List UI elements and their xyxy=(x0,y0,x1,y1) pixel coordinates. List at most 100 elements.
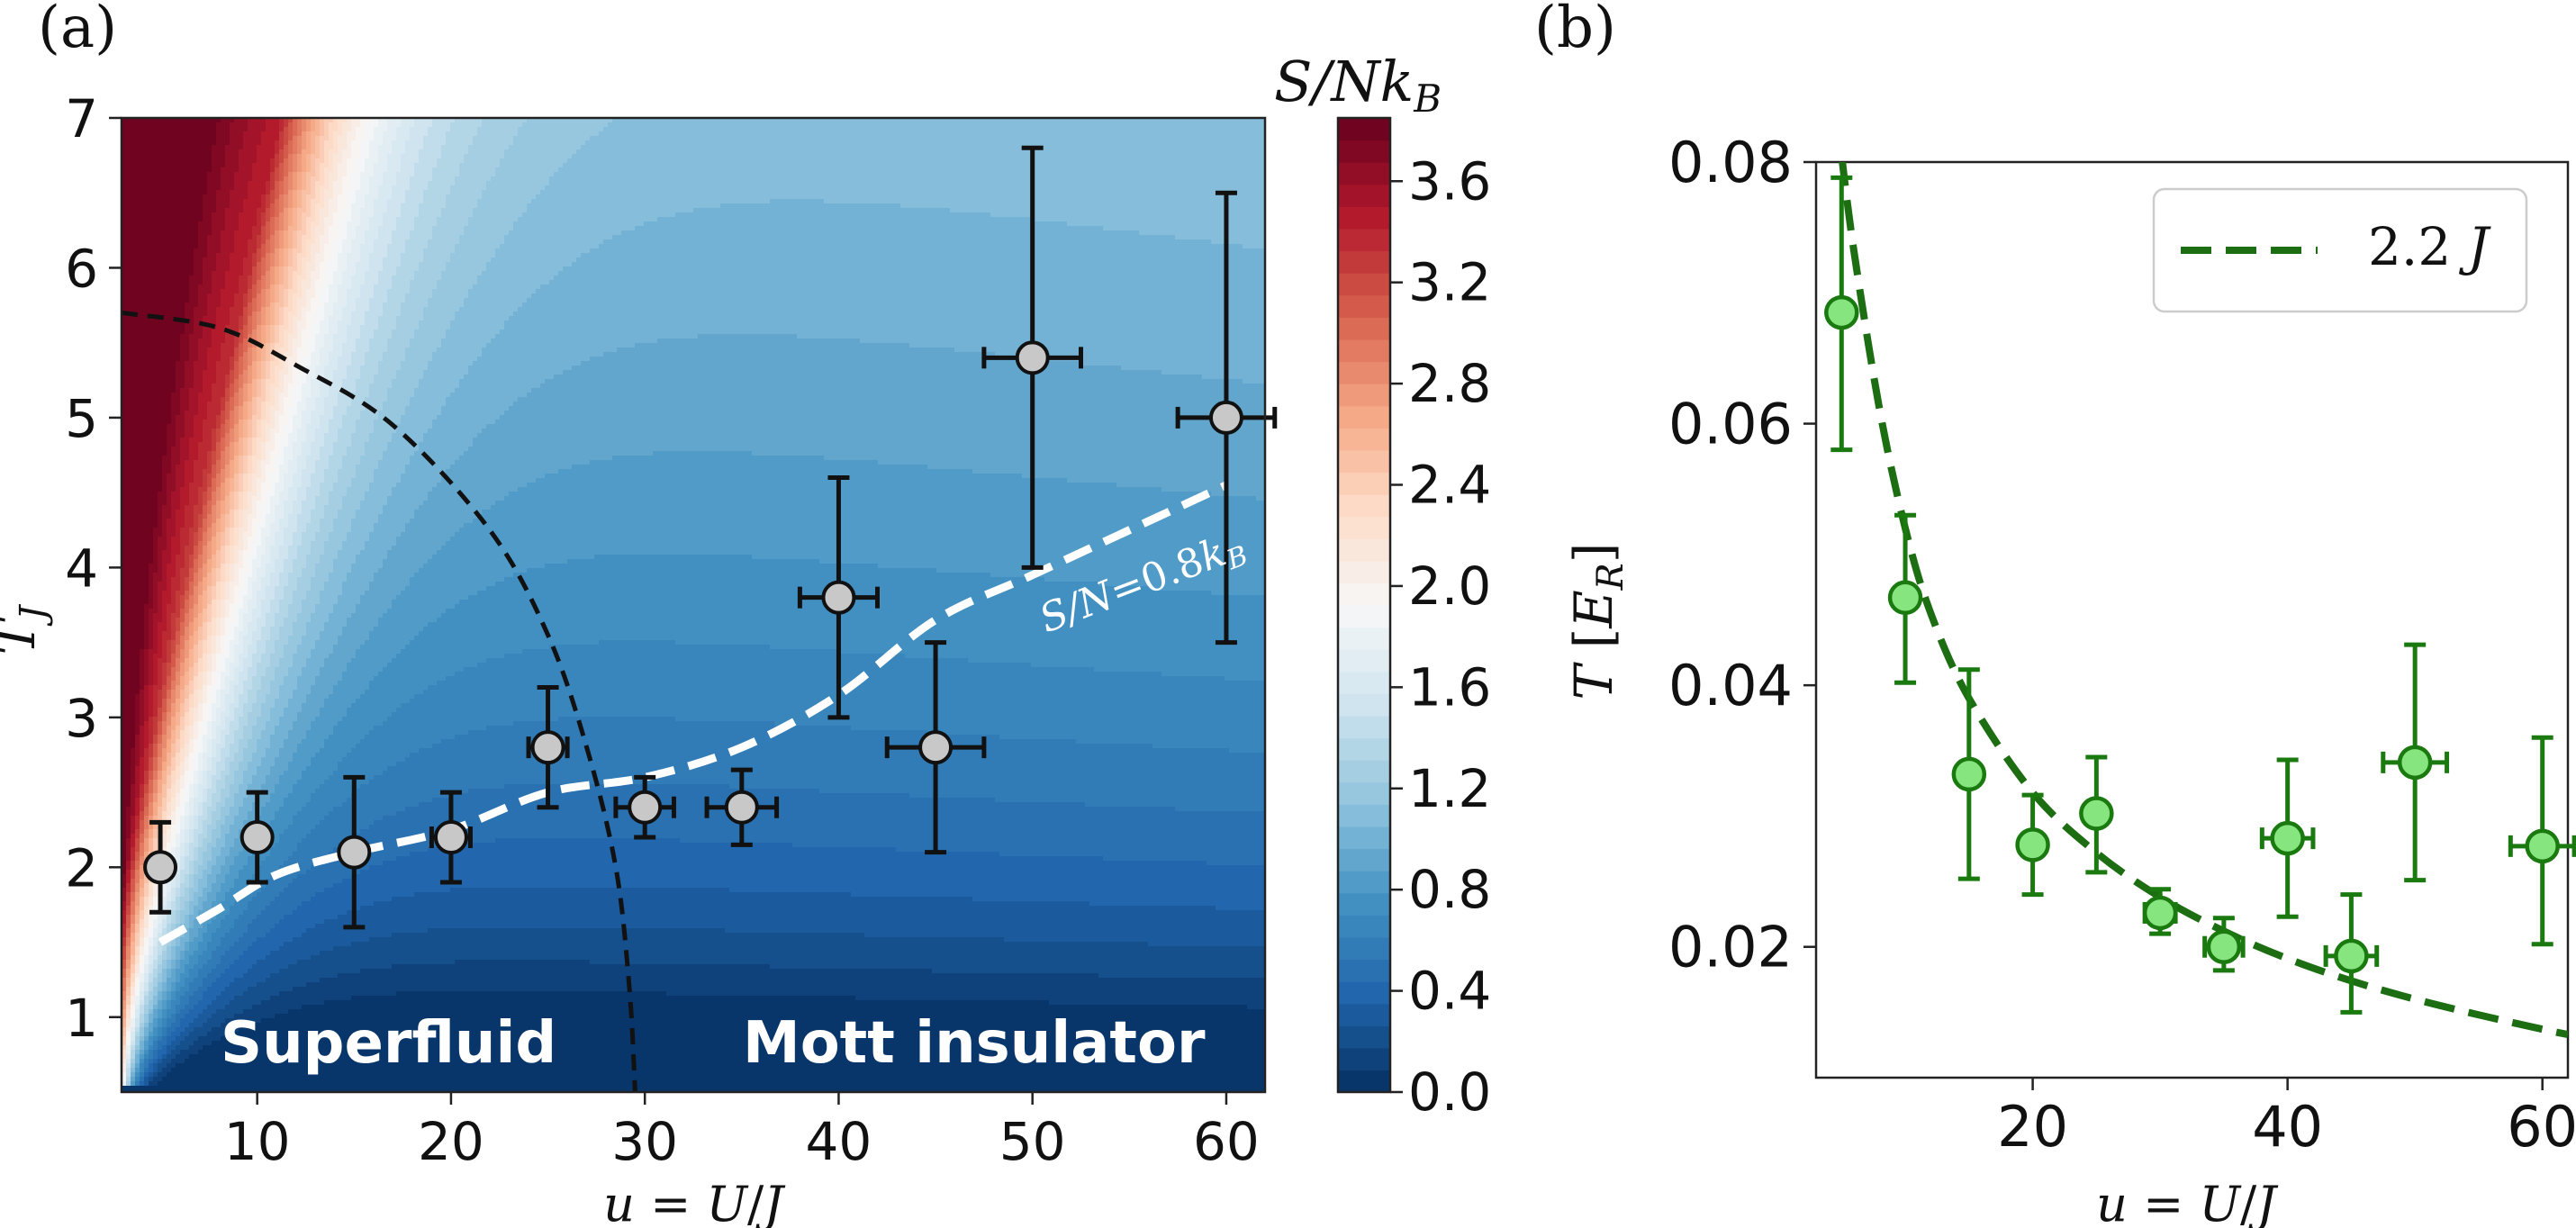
contour-cell xyxy=(356,654,397,659)
contour-cell xyxy=(549,280,1265,285)
contour-cell xyxy=(275,559,285,564)
contour-cell xyxy=(158,690,163,695)
contour-cell xyxy=(171,766,176,772)
contour-cell xyxy=(351,478,375,483)
contour-cell xyxy=(401,474,442,479)
contour-cell xyxy=(162,766,167,772)
contour-cell xyxy=(432,555,595,560)
contour-cell xyxy=(212,275,226,281)
contour-cell xyxy=(234,379,240,384)
contour-cell xyxy=(320,293,330,299)
contour-cell xyxy=(266,393,271,398)
contour-cell xyxy=(270,293,276,299)
contour-cell xyxy=(216,307,230,312)
contour-cell xyxy=(351,149,361,155)
contour-cell xyxy=(131,780,136,785)
contour-cell xyxy=(230,532,235,537)
contour-cell xyxy=(365,492,393,497)
contour-cell xyxy=(266,726,276,731)
contour-cell xyxy=(320,275,325,281)
contour-cell xyxy=(360,185,370,191)
contour-cell xyxy=(243,316,249,321)
contour-cell xyxy=(189,735,194,740)
contour-cell xyxy=(221,465,226,470)
contour-cell xyxy=(257,771,271,776)
contour-cell xyxy=(284,564,294,569)
contour-cell xyxy=(293,505,303,510)
contour-cell xyxy=(279,190,285,195)
contour-cell xyxy=(266,802,285,808)
contour-cell xyxy=(531,293,1265,299)
contour-cell xyxy=(423,438,474,443)
contour-cell xyxy=(221,181,235,186)
contour-cell xyxy=(207,649,212,655)
contour-cell xyxy=(122,460,163,465)
contour-cell xyxy=(216,442,221,447)
contour-cell xyxy=(171,447,181,452)
contour-cell xyxy=(311,280,316,285)
contour-cell xyxy=(234,523,240,528)
contour-cell xyxy=(257,325,262,330)
contour-cell xyxy=(446,262,487,267)
contour-cell xyxy=(216,131,230,137)
contour-cell xyxy=(239,316,244,321)
contour-cell xyxy=(320,487,334,492)
contour-cell xyxy=(563,163,1265,168)
contour-cell xyxy=(162,555,172,560)
contour-cell xyxy=(288,514,298,519)
contour-cell xyxy=(284,122,289,128)
contour-cell xyxy=(266,325,271,330)
contour-cell xyxy=(194,429,203,434)
contour-cell xyxy=(162,681,167,686)
contour-cell xyxy=(189,600,194,605)
contour-cell xyxy=(167,744,172,749)
contour-cell xyxy=(252,474,262,479)
contour-cell xyxy=(581,145,1265,150)
contour-cell xyxy=(225,591,230,596)
contour-cell xyxy=(374,293,388,299)
contour-cell xyxy=(284,451,294,456)
contour-cell xyxy=(333,375,348,380)
contour-cell xyxy=(185,690,190,695)
contour-cell xyxy=(234,735,244,740)
contour-cell xyxy=(275,586,285,591)
contour-cell xyxy=(167,672,172,677)
contour-cell xyxy=(423,375,465,380)
contour-cell xyxy=(1103,226,1265,231)
contour-cell xyxy=(239,357,244,362)
contour-cell xyxy=(189,334,203,339)
contour-cell xyxy=(284,199,289,204)
contour-cell xyxy=(360,140,370,146)
contour-cell xyxy=(207,528,212,533)
contour-cell xyxy=(207,739,212,745)
contour-cell xyxy=(122,789,131,794)
contour-cell xyxy=(360,289,375,294)
contour-cell xyxy=(225,284,240,290)
contour-cell xyxy=(315,163,321,168)
contour-cell xyxy=(248,600,258,605)
contour-cell xyxy=(203,483,208,488)
contour-cell xyxy=(248,181,267,186)
contour-cell xyxy=(297,266,303,272)
contour-cell xyxy=(288,420,294,425)
contour-cell xyxy=(284,176,289,182)
contour-cell xyxy=(419,568,528,573)
contour-cell xyxy=(144,771,149,776)
contour-cell xyxy=(302,248,307,254)
contour-cell xyxy=(243,604,249,609)
contour-cell xyxy=(216,505,221,510)
contour-cell xyxy=(306,158,312,164)
contour-cell xyxy=(149,757,154,763)
contour-cell xyxy=(257,266,262,272)
contour-cell xyxy=(189,496,199,501)
contour-cell xyxy=(167,487,176,492)
contour-cell xyxy=(252,429,258,434)
contour-cell xyxy=(221,244,235,249)
contour-cell xyxy=(189,672,194,677)
contour-cell xyxy=(266,194,271,200)
contour-cell xyxy=(279,199,285,204)
contour-cell xyxy=(342,627,375,632)
contour-cell xyxy=(257,316,262,321)
contour-cell xyxy=(230,622,240,628)
contour-cell xyxy=(306,253,312,258)
